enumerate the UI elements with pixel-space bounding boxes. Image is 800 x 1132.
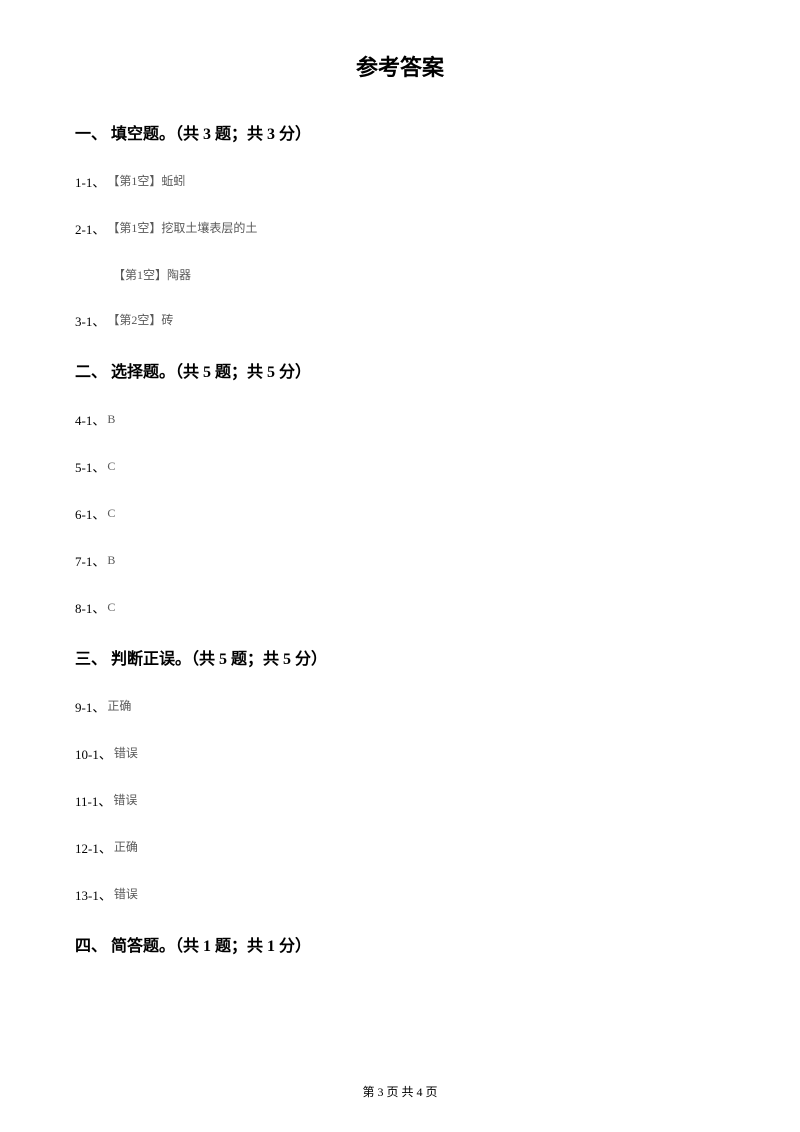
answer-value: C <box>107 506 115 521</box>
page-title: 参考答案 <box>75 50 725 82</box>
answer-label: 4-1、 <box>75 410 105 429</box>
answer-label: 11-1、 <box>75 791 111 810</box>
answer-row: 3-1、 【第2空】砖 <box>75 311 725 330</box>
answer-row: 9-1、 正确 <box>75 697 725 716</box>
answer-row: 13-1、 错误 <box>75 885 725 904</box>
answer-label: 5-1、 <box>75 457 105 476</box>
answer-row: 11-1、 错误 <box>75 791 725 810</box>
answer-row: 12-1、 正确 <box>75 838 725 857</box>
section-header-3: 三、 判断正误。（共 5 题；共 5 分） <box>75 645 725 669</box>
answer-row: 7-1、 B <box>75 551 725 570</box>
answer-row: 5-1、 C <box>75 457 725 476</box>
answer-value: B <box>107 553 115 568</box>
answer-label: 1-1、 <box>75 172 105 191</box>
answer-row: 6-1、 C <box>75 504 725 523</box>
answer-value: 【第1空】蚯蚓 <box>107 172 185 189</box>
answer-value: 正确 <box>107 697 131 714</box>
section-header-1: 一、 填空题。（共 3 题；共 3 分） <box>75 120 725 144</box>
answer-value-indented: 【第1空】陶器 <box>113 266 725 283</box>
answer-label: 2-1、 <box>75 219 105 238</box>
answer-value: 错误 <box>113 791 137 808</box>
answer-value: 正确 <box>114 838 138 855</box>
answer-label: 8-1、 <box>75 598 105 617</box>
answer-label: 3-1、 <box>75 311 105 330</box>
answer-row: 2-1、 【第1空】挖取土壤表层的土 <box>75 219 725 238</box>
answer-label: 10-1、 <box>75 744 112 763</box>
answer-label: 6-1、 <box>75 504 105 523</box>
answer-value: C <box>107 459 115 474</box>
answer-row: 1-1、 【第1空】蚯蚓 <box>75 172 725 191</box>
answer-row: 8-1、 C <box>75 598 725 617</box>
section-header-2: 二、 选择题。（共 5 题；共 5 分） <box>75 358 725 382</box>
answer-label: 13-1、 <box>75 885 112 904</box>
answer-value: 【第2空】砖 <box>107 311 173 328</box>
section-1: 一、 填空题。（共 3 题；共 3 分） 1-1、 【第1空】蚯蚓 2-1、 【… <box>75 120 725 330</box>
section-3: 三、 判断正误。（共 5 题；共 5 分） 9-1、 正确 10-1、 错误 1… <box>75 645 725 904</box>
answer-label: 9-1、 <box>75 697 105 716</box>
answer-label: 12-1、 <box>75 838 112 857</box>
answer-label: 7-1、 <box>75 551 105 570</box>
answer-value: 错误 <box>114 744 138 761</box>
section-2: 二、 选择题。（共 5 题；共 5 分） 4-1、 B 5-1、 C 6-1、 … <box>75 358 725 617</box>
answer-row: 10-1、 错误 <box>75 744 725 763</box>
answer-value: C <box>107 600 115 615</box>
answer-value: 错误 <box>114 885 138 902</box>
section-4: 四、 简答题。（共 1 题；共 1 分） <box>75 932 725 956</box>
answer-value: 【第1空】挖取土壤表层的土 <box>107 219 257 236</box>
section-header-4: 四、 简答题。（共 1 题；共 1 分） <box>75 932 725 956</box>
answer-row: 4-1、 B <box>75 410 725 429</box>
page-footer: 第 3 页 共 4 页 <box>0 1083 800 1100</box>
answer-value: B <box>107 412 115 427</box>
